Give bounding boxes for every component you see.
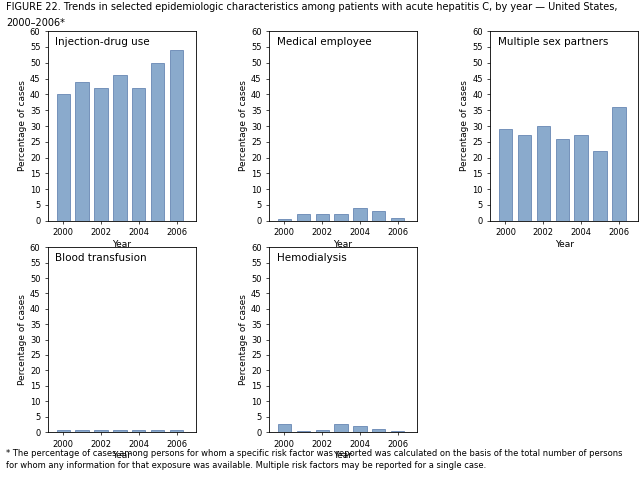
Y-axis label: Percentage of cases: Percentage of cases [239,294,248,385]
Bar [315,431,329,432]
X-axis label: Year: Year [112,451,131,460]
Bar [94,431,108,432]
Bar [574,135,588,221]
Bar [612,107,626,221]
X-axis label: Year: Year [333,451,353,460]
X-axis label: Year: Year [554,240,574,249]
Bar [113,75,126,221]
Text: Injection-drug use: Injection-drug use [56,37,150,47]
Bar [335,215,347,221]
Bar [76,431,88,432]
Y-axis label: Percentage of cases: Percentage of cases [460,81,469,171]
Bar [499,129,512,221]
Bar [391,217,404,221]
Bar [556,139,569,221]
Y-axis label: Percentage of cases: Percentage of cases [239,81,248,171]
Bar [151,431,164,432]
Bar [372,429,385,432]
Bar [315,215,329,221]
Bar [278,219,291,221]
Text: * The percentage of cases among persons for whom a specific risk factor was repo: * The percentage of cases among persons … [6,449,623,470]
Bar [170,50,183,221]
Bar [278,424,291,432]
Bar [170,431,183,432]
Bar [335,424,347,432]
Bar [151,63,164,221]
Bar [113,431,126,432]
Text: Hemodialysis: Hemodialysis [277,253,346,263]
Text: Blood transfusion: Blood transfusion [56,253,147,263]
Y-axis label: Percentage of cases: Percentage of cases [18,294,27,385]
Bar [297,431,310,432]
X-axis label: Year: Year [333,240,353,249]
Bar [537,126,550,221]
Bar [132,88,146,221]
Bar [94,88,108,221]
Bar [132,431,146,432]
Bar [372,211,385,221]
Text: 2000–2006*: 2000–2006* [6,18,65,28]
Y-axis label: Percentage of cases: Percentage of cases [18,81,27,171]
Bar [76,82,88,221]
Text: Multiple sex partners: Multiple sex partners [497,37,608,47]
Bar [594,151,606,221]
Text: Medical employee: Medical employee [277,37,371,47]
Bar [353,426,367,432]
Bar [56,431,70,432]
X-axis label: Year: Year [112,240,131,249]
Bar [518,135,531,221]
Bar [391,431,404,432]
Bar [56,95,70,221]
Bar [297,215,310,221]
Text: FIGURE 22. Trends in selected epidemiologic characteristics among patients with : FIGURE 22. Trends in selected epidemiolo… [6,2,618,12]
Bar [353,208,367,221]
